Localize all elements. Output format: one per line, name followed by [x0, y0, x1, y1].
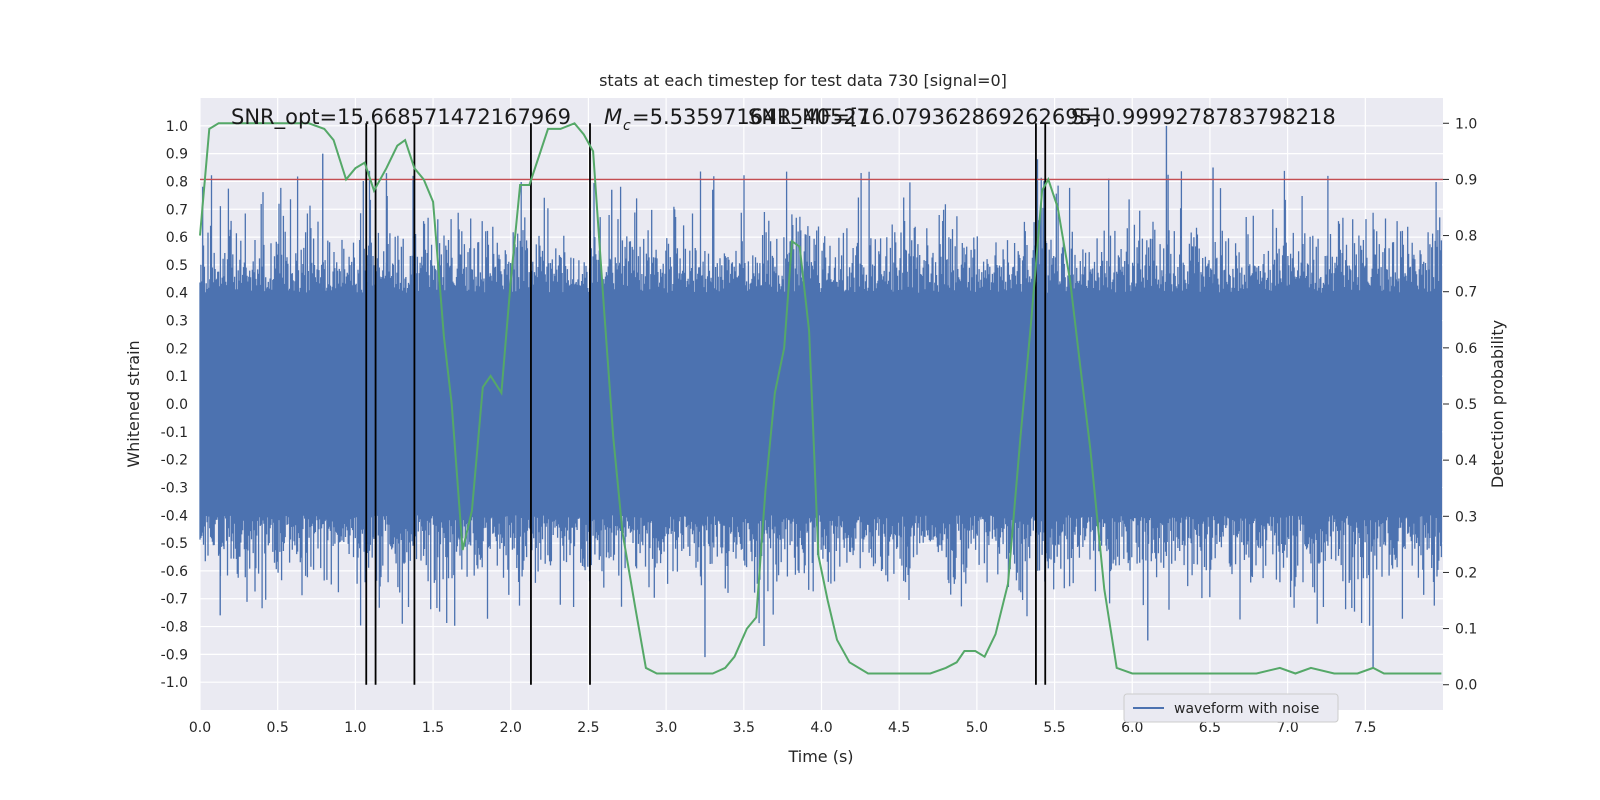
y-tick-label: 0.2	[166, 341, 188, 357]
waveform-core-band	[200, 292, 1441, 516]
y2-tick-label: 0.5	[1455, 397, 1477, 413]
annotation-mc-value: =5.535971641540527	[632, 105, 870, 129]
y-tick-label: -0.7	[161, 592, 188, 608]
marker-lines	[200, 123, 1443, 685]
x-tick-label: 0.5	[267, 720, 289, 736]
y2-tick-label: 0.0	[1455, 678, 1477, 694]
legend: waveform with noise	[1123, 693, 1339, 723]
x-tick-label: 4.5	[888, 720, 910, 736]
annotation-s: S=0.9999278783798218	[1071, 105, 1336, 129]
x-tick-label: 2.5	[577, 720, 599, 736]
y2-tick-label: 0.3	[1455, 509, 1477, 525]
waveform-series	[199, 125, 1443, 669]
x-tick-label: 2.0	[500, 720, 522, 736]
y2-tick-label: 0.2	[1455, 565, 1477, 581]
y-tick-label: 0.7	[166, 202, 188, 218]
y2-tick-label: 0.6	[1455, 341, 1477, 357]
x-tick-label: 6.5	[1199, 720, 1221, 736]
annotation-snr-mf: SNR_MF=[16.079362869262695]	[748, 105, 1100, 130]
y2-tick-label: 0.1	[1455, 622, 1477, 638]
x-tick-label: 6.0	[1121, 720, 1143, 736]
probability-series	[199, 122, 1442, 675]
y2-tick-label: 0.9	[1455, 172, 1477, 188]
y2-axis-label: Detection probability	[1488, 320, 1507, 488]
x-tick-label: 1.5	[422, 720, 444, 736]
y-tick-label: 1.0	[166, 119, 188, 135]
x-tick-label: 0.0	[189, 720, 211, 736]
x-tick-label: 4.0	[810, 720, 832, 736]
y-tick-label: 0.8	[166, 174, 188, 190]
y-tick-label: 0.0	[166, 397, 188, 413]
chart-title: stats at each timestep for test data 730…	[599, 71, 1007, 90]
y-tick-label: 0.3	[166, 314, 188, 330]
annotation-mc-subscript: c	[623, 118, 631, 134]
y-tick-label: -0.5	[161, 536, 188, 552]
x-tick-label: 3.0	[655, 720, 677, 736]
y-tick-label: 0.1	[166, 369, 188, 385]
y-tick-label: -0.4	[161, 508, 188, 524]
legend-box	[1123, 693, 1339, 723]
x-tick-label: 5.0	[966, 720, 988, 736]
annotation-mc-symbol: M	[604, 105, 622, 129]
y2-tick-label: 1.0	[1455, 116, 1477, 132]
y-tick-label: -0.8	[161, 620, 188, 636]
x-tick-label: 7.5	[1354, 720, 1376, 736]
y-axis-label: Whitened strain	[124, 340, 143, 467]
y2-tick-label: 0.8	[1455, 229, 1477, 245]
y-tick-label: 0.9	[166, 147, 188, 163]
x-tick-label: 7.0	[1276, 720, 1298, 736]
y-tick-label: 0.5	[166, 258, 188, 274]
y-tick-label: -0.9	[161, 647, 188, 663]
axes: 0.0 0.5 1.0 1.5 2.0 2.5 3.0 3.5 4.0 4.5 5.0 5.5 6.0 6…	[161, 116, 1478, 736]
y2-tick-label: 0.4	[1455, 453, 1477, 469]
x-tick-label: 5.5	[1043, 720, 1065, 736]
x-axis-label: Time (s)	[787, 747, 853, 766]
y-tick-label: 0.6	[166, 230, 188, 246]
y-tick-label: -1.0	[161, 675, 188, 691]
probability-line	[199, 122, 1442, 675]
x-tick-label: 3.5	[733, 720, 755, 736]
y-tick-label: -0.6	[161, 564, 188, 580]
annotation-snr-opt: SNR_opt=15.668571472167969	[231, 105, 571, 130]
x-tick-label: 1.0	[344, 720, 366, 736]
legend-entry-waveform: waveform with noise	[1174, 701, 1319, 717]
y-tick-label: -0.2	[161, 453, 188, 469]
annotation-mc: M c =5.535971641540527	[604, 105, 870, 134]
y-tick-label: 0.4	[166, 286, 188, 302]
y-tick-label: -0.1	[161, 425, 188, 441]
y-tick-label: -0.3	[161, 480, 188, 496]
y2-tick-label: 0.7	[1455, 285, 1477, 301]
